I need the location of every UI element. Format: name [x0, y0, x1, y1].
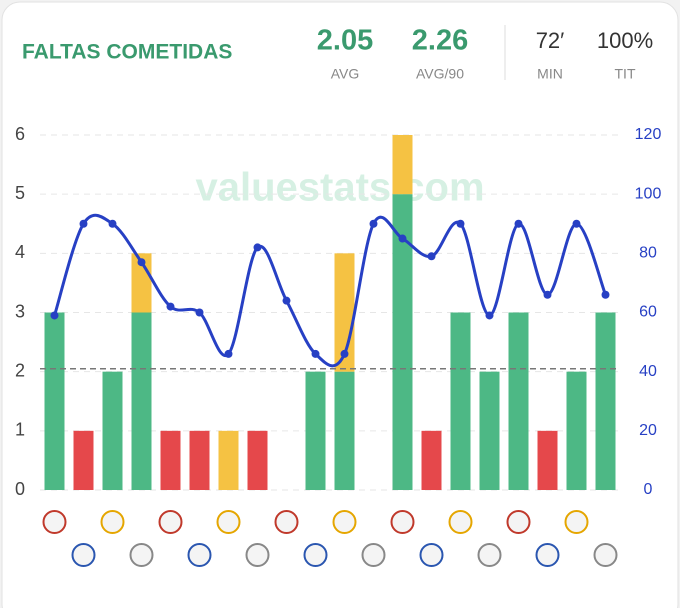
- y-tick-label: 2: [15, 360, 25, 380]
- team-crest: [564, 510, 589, 534]
- bar: [479, 371, 500, 490]
- y-tick-label: 0: [15, 479, 25, 499]
- stat-value: 72′: [536, 28, 565, 53]
- minutes-point: [195, 308, 204, 317]
- bar: [450, 312, 471, 490]
- minutes-point: [340, 349, 349, 358]
- y-tick-label: 5: [15, 183, 25, 203]
- minutes-point: [456, 219, 465, 228]
- minutes-point: [369, 219, 378, 228]
- team-crest: [390, 510, 415, 534]
- minutes-point: [50, 311, 59, 320]
- team-crest: [42, 510, 67, 534]
- minutes-point: [311, 349, 320, 358]
- team-crest: [419, 543, 444, 567]
- team-crest: [158, 510, 183, 534]
- y-tick-label: 3: [15, 301, 25, 321]
- y-tick-label: 4: [15, 242, 25, 262]
- team-crest: [187, 543, 212, 567]
- bar: [73, 430, 94, 490]
- stat-label: AVG: [331, 66, 360, 82]
- bar: [102, 371, 123, 490]
- bar: [595, 312, 616, 490]
- minutes-point: [485, 311, 494, 320]
- team-crest: [332, 510, 357, 534]
- y-tick-label: 6: [15, 124, 25, 144]
- bar: [189, 430, 210, 490]
- team-crest: [245, 543, 270, 567]
- bar: [305, 371, 326, 490]
- stat-label: MIN: [537, 66, 563, 82]
- minutes-point: [108, 219, 117, 228]
- team-crest: [129, 543, 154, 567]
- bar: [247, 430, 268, 490]
- stat-value: 2.05: [317, 25, 373, 57]
- minutes-point: [137, 258, 146, 267]
- team-crest: [535, 543, 560, 567]
- team-crest: [448, 510, 473, 534]
- y2-tick-label: 60: [639, 304, 657, 321]
- y2-tick-label: 120: [635, 126, 662, 143]
- team-crest: [71, 543, 96, 567]
- team-crest: [361, 543, 386, 567]
- minutes-point: [427, 252, 436, 261]
- bar: [131, 312, 152, 490]
- team-crest: [303, 543, 328, 567]
- team-crest: [477, 543, 502, 567]
- minutes-point: [79, 219, 88, 228]
- bar: [218, 430, 239, 490]
- bar: [421, 430, 442, 490]
- minutes-point: [514, 219, 523, 228]
- bar: [334, 371, 355, 490]
- minutes-point: [166, 302, 175, 311]
- minutes-point: [224, 349, 233, 358]
- stat-value: 2.26: [412, 25, 468, 57]
- minutes-point: [543, 290, 552, 299]
- bar: [392, 194, 413, 490]
- bar: [392, 135, 413, 195]
- stat-value: 100%: [597, 28, 653, 53]
- y2-tick-label: 100: [635, 185, 662, 202]
- y-tick-label: 1: [15, 420, 25, 440]
- team-crest: [506, 510, 531, 534]
- minutes-point: [398, 234, 407, 243]
- minutes-point: [253, 243, 262, 252]
- bar: [160, 430, 181, 490]
- bar: [566, 371, 587, 490]
- minutes-point: [282, 296, 291, 305]
- bar: [537, 430, 558, 490]
- watermark: valuestats.com: [195, 166, 484, 210]
- stat-label: TIT: [615, 66, 636, 82]
- y2-tick-label: 40: [639, 363, 657, 380]
- chart-title: FALTAS COMETIDAS: [22, 41, 232, 64]
- minutes-point: [601, 290, 610, 299]
- team-crest: [274, 510, 299, 534]
- team-crest: [100, 510, 125, 534]
- bar: [44, 312, 65, 490]
- bar: [508, 312, 529, 490]
- team-crest: [593, 543, 618, 567]
- y2-tick-label: 80: [639, 245, 657, 262]
- y2-tick-label: 20: [639, 422, 657, 439]
- team-crest: [216, 510, 241, 534]
- minutes-point: [572, 219, 581, 228]
- y2-tick-label: 0: [644, 481, 653, 498]
- stat-label: AVG/90: [416, 66, 464, 82]
